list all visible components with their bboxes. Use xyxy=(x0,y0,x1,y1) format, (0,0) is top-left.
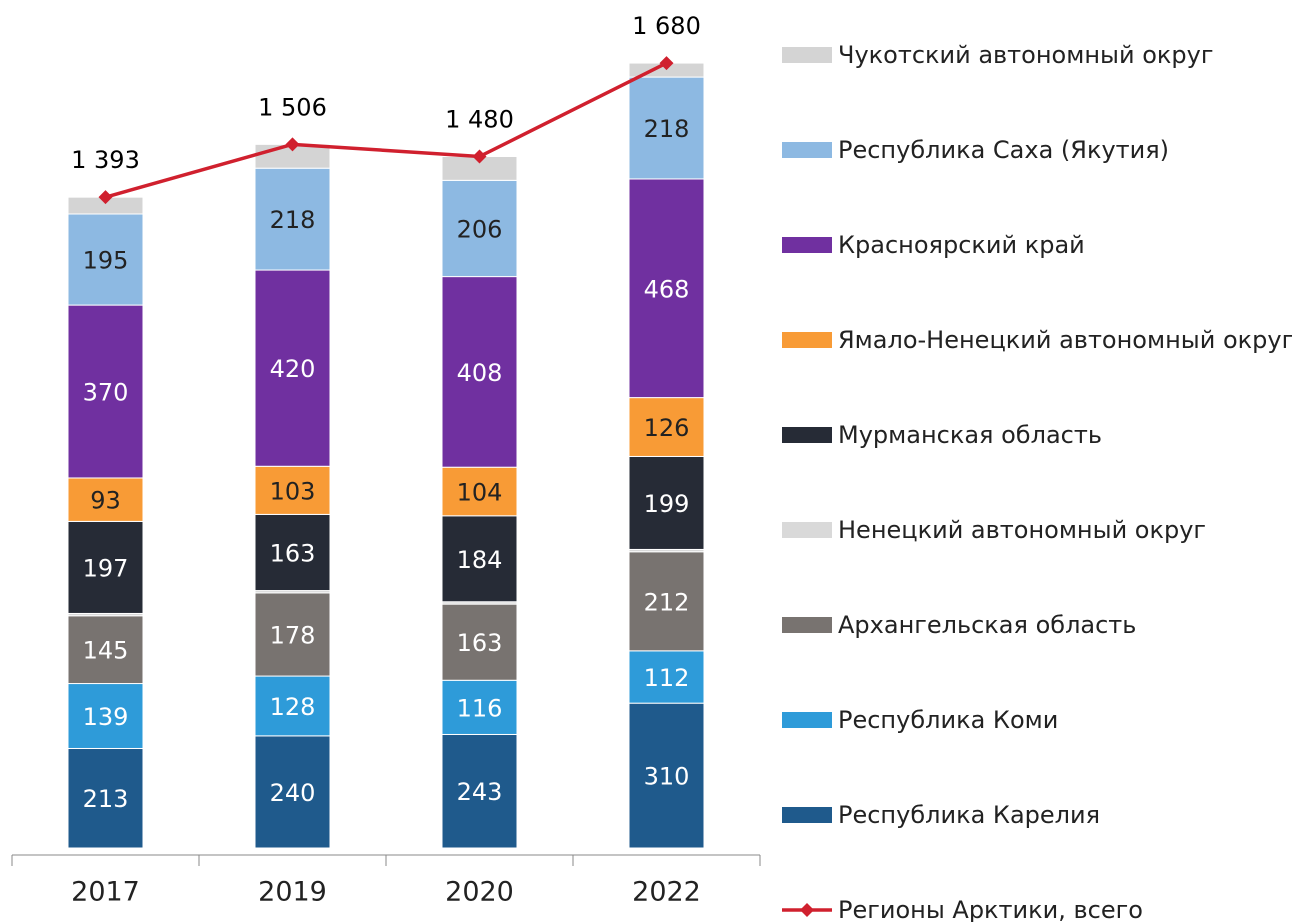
bar-segment xyxy=(441,466,518,517)
bar-segment xyxy=(441,603,518,681)
legend-swatch xyxy=(782,332,832,348)
line-value-label: 1 393 xyxy=(71,146,140,174)
data-label: 218 xyxy=(270,206,316,234)
legend-label: Республика Коми xyxy=(838,706,1058,734)
legend-swatch xyxy=(782,617,832,633)
x-tick-label: 2020 xyxy=(445,877,514,908)
data-label: 197 xyxy=(83,554,129,582)
data-label: 93 xyxy=(90,487,121,515)
data-label: 310 xyxy=(644,763,690,791)
data-label: 128 xyxy=(270,693,316,721)
bar-segment xyxy=(254,592,331,677)
bar-segment xyxy=(67,683,144,749)
data-label: 218 xyxy=(644,115,690,143)
data-label: 199 xyxy=(644,490,690,518)
legend-marker xyxy=(800,903,814,917)
bar-segment xyxy=(254,513,331,592)
bar-segment xyxy=(67,520,144,614)
bar-segment xyxy=(67,213,144,306)
data-label: 212 xyxy=(644,588,690,616)
legend-swatch xyxy=(782,712,832,728)
data-label: 213 xyxy=(83,785,129,813)
line-value-label: 1 680 xyxy=(632,12,701,40)
data-label: 103 xyxy=(270,477,316,505)
data-label: 126 xyxy=(644,414,690,442)
data-label: 184 xyxy=(457,546,503,574)
line-value-label: 1 506 xyxy=(258,93,327,121)
bar-segment xyxy=(67,747,144,849)
data-label: 112 xyxy=(644,664,690,692)
data-label: 104 xyxy=(457,479,503,507)
bar-segment xyxy=(441,179,518,278)
bar-segment xyxy=(254,465,331,515)
legend-label: Мурманская область xyxy=(838,421,1102,449)
data-label: 468 xyxy=(644,275,690,303)
data-label: 243 xyxy=(457,778,503,806)
bar-segment xyxy=(254,167,331,271)
bar-segment xyxy=(441,515,518,603)
line-marker xyxy=(98,190,113,205)
bar-segment xyxy=(67,304,144,479)
legend-label: Архангельская область xyxy=(838,611,1136,639)
data-label: 163 xyxy=(457,629,503,657)
legend-label: Республика Саха (Якутия) xyxy=(838,136,1169,164)
line-marker xyxy=(659,56,674,71)
bar-segment xyxy=(441,679,518,735)
bar-segment xyxy=(628,650,705,704)
bar-segment xyxy=(254,675,331,737)
legend-label: Ненецкий автономный округ xyxy=(838,516,1206,544)
data-label: 139 xyxy=(83,703,129,731)
bar-segment xyxy=(628,551,705,652)
legend-swatch xyxy=(782,522,832,538)
legend-swatch xyxy=(782,47,832,63)
data-label: 408 xyxy=(457,359,503,387)
bar-segment xyxy=(628,702,705,849)
legend-swatch xyxy=(782,142,832,158)
legend-label: Чукотский автономный округ xyxy=(838,41,1213,69)
data-label: 163 xyxy=(270,539,316,567)
bar-segment xyxy=(628,178,705,399)
legend-label: Республика Карелия xyxy=(838,801,1100,829)
data-label: 206 xyxy=(457,215,503,243)
x-tick-label: 2017 xyxy=(71,877,140,908)
bar-segment xyxy=(441,276,518,468)
data-label: 145 xyxy=(83,637,129,665)
bar-segment xyxy=(441,733,518,849)
legend-swatch xyxy=(782,807,832,823)
line-marker xyxy=(285,137,300,152)
line-marker xyxy=(472,149,487,164)
legend-swatch xyxy=(782,237,832,253)
bar-segment xyxy=(628,76,705,180)
data-label: 240 xyxy=(270,779,316,807)
data-label: 116 xyxy=(457,694,503,722)
legend-label: Красноярский край xyxy=(838,231,1085,259)
x-tick-label: 2019 xyxy=(258,877,327,908)
data-label: 178 xyxy=(270,621,316,649)
bar-segment xyxy=(254,269,331,467)
legend-label: Регионы Арктики, всего xyxy=(838,896,1143,922)
total-line xyxy=(105,61,668,199)
legend-label: Ямало-Ненецкий автономный округ xyxy=(838,326,1292,354)
data-label: 195 xyxy=(83,247,129,275)
bar-segment xyxy=(628,397,705,457)
data-label: 420 xyxy=(270,355,316,383)
x-tick-label: 2022 xyxy=(632,877,701,908)
data-label: 370 xyxy=(83,379,129,407)
line-value-label: 1 480 xyxy=(445,106,514,134)
legend-swatch xyxy=(782,427,832,443)
